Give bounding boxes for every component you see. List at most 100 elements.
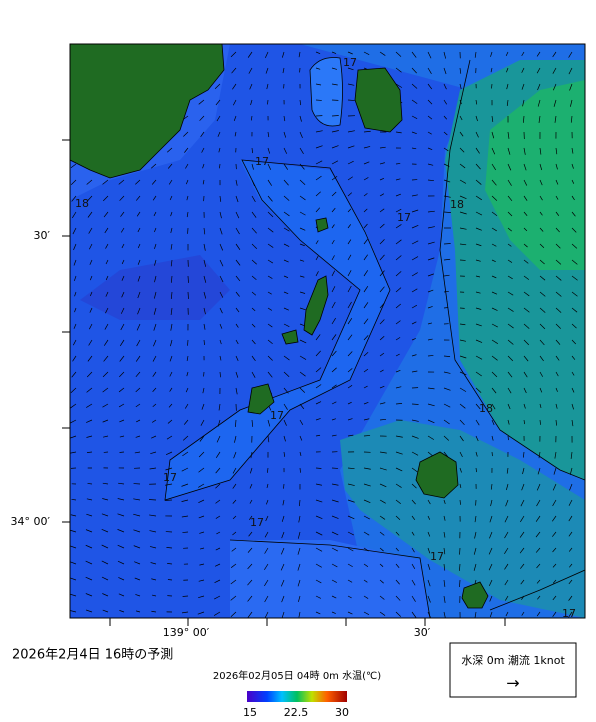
current-arrow: [521, 611, 525, 616]
current-arrow: [395, 467, 403, 472]
current-arrow: [571, 275, 578, 281]
colorbar-ticks: 15 22.5 30: [243, 706, 349, 719]
current-arrow: [219, 163, 221, 169]
current-arrow: [427, 226, 435, 229]
current-arrow: [283, 323, 290, 328]
current-arrow: [491, 355, 498, 361]
current-arrow: [411, 611, 417, 618]
current-arrow: [202, 163, 205, 169]
current-arrow: [264, 595, 269, 603]
graticule-ticks: [62, 139, 506, 626]
current-arrow: [219, 339, 222, 345]
current-arrow: [347, 547, 354, 552]
island: [247, 383, 275, 415]
current-arrow: [459, 211, 467, 215]
current-arrow: [488, 579, 493, 587]
current-arrow: [507, 195, 513, 202]
current-arrow: [151, 179, 157, 185]
current-arrow: [536, 483, 541, 491]
current-arrow: [571, 323, 577, 329]
current-arrow: [521, 483, 525, 491]
current-arrow: [74, 307, 77, 313]
current-arrow: [230, 563, 237, 568]
current-arrow: [283, 307, 289, 311]
current-arrow: [363, 51, 370, 55]
current-arrow: [379, 254, 385, 261]
current-arrow: [507, 291, 514, 296]
current-arrow: [507, 339, 514, 345]
current-arrow: [249, 515, 253, 521]
current-arrow: [315, 67, 321, 70]
current-arrow: [267, 435, 270, 443]
current-arrow: [202, 179, 205, 185]
current-arrow: [219, 291, 224, 298]
current-arrow: [283, 355, 290, 361]
current-arrow: [118, 403, 125, 408]
map-frame: [69, 43, 586, 619]
current-arrow: [475, 259, 481, 262]
current-arrow: [266, 483, 269, 489]
current-arrow: [506, 467, 509, 474]
current-arrow: [181, 499, 189, 502]
current-arrow: [506, 99, 509, 106]
current-arrow: [347, 224, 351, 229]
current-arrow: [331, 145, 339, 149]
current-arrow: [331, 418, 336, 421]
current-arrow: [170, 323, 173, 331]
current-arrow: [555, 163, 558, 170]
current-arrow: [555, 419, 557, 426]
current-arrow: [490, 499, 493, 507]
current-arrow: [232, 483, 237, 489]
current-arrow: [85, 593, 93, 597]
current-arrow: [70, 529, 77, 533]
current-arrow: [539, 339, 545, 346]
current-arrow: [507, 259, 513, 263]
current-arrow: [347, 130, 355, 133]
current-arrow: [395, 255, 402, 261]
current-arrow: [552, 531, 557, 537]
current-arrow: [315, 515, 323, 520]
current-arrow: [523, 371, 528, 378]
current-arrow: [283, 435, 286, 442]
current-arrow: [218, 403, 221, 411]
current-arrow: [459, 339, 467, 342]
current-arrow: [283, 227, 290, 232]
current-arrow: [219, 307, 223, 314]
current-arrow: [232, 467, 237, 474]
current-arrow: [507, 323, 514, 329]
current-arrow: [89, 243, 93, 250]
current-arrow: [395, 303, 401, 309]
current-arrow: [117, 544, 125, 549]
current-arrow: [523, 195, 528, 201]
current-arrow: [363, 335, 369, 341]
current-arrow: [523, 243, 528, 248]
current-arrow: [505, 51, 509, 57]
current-arrow: [219, 227, 223, 235]
current-arrow: [443, 419, 450, 425]
current-arrow: [299, 243, 305, 247]
current-arrow: [347, 483, 355, 486]
current-arrow: [121, 243, 125, 249]
current-arrow: [102, 609, 109, 613]
colorbar-tick-label: 15: [243, 706, 257, 719]
current-arrow: [267, 323, 273, 328]
current-arrow: [443, 131, 448, 136]
current-arrow: [85, 560, 93, 565]
current-arrow: [231, 547, 237, 552]
current-arrow: [443, 547, 446, 555]
current-arrow: [443, 403, 451, 408]
current-arrow: [101, 544, 109, 549]
current-arrow: [427, 499, 431, 505]
current-arrow: [119, 339, 125, 347]
current-arrow: [535, 515, 541, 522]
current-arrow: [552, 67, 557, 74]
current-arrow: [331, 301, 336, 309]
current-arrow: [427, 531, 431, 537]
current-arrow: [149, 546, 157, 549]
current-arrow: [475, 339, 483, 343]
current-arrow: [89, 275, 93, 281]
current-arrow: [395, 531, 400, 536]
current-arrow: [182, 435, 189, 441]
current-arrow: [491, 115, 494, 122]
current-arrow: [235, 387, 238, 395]
